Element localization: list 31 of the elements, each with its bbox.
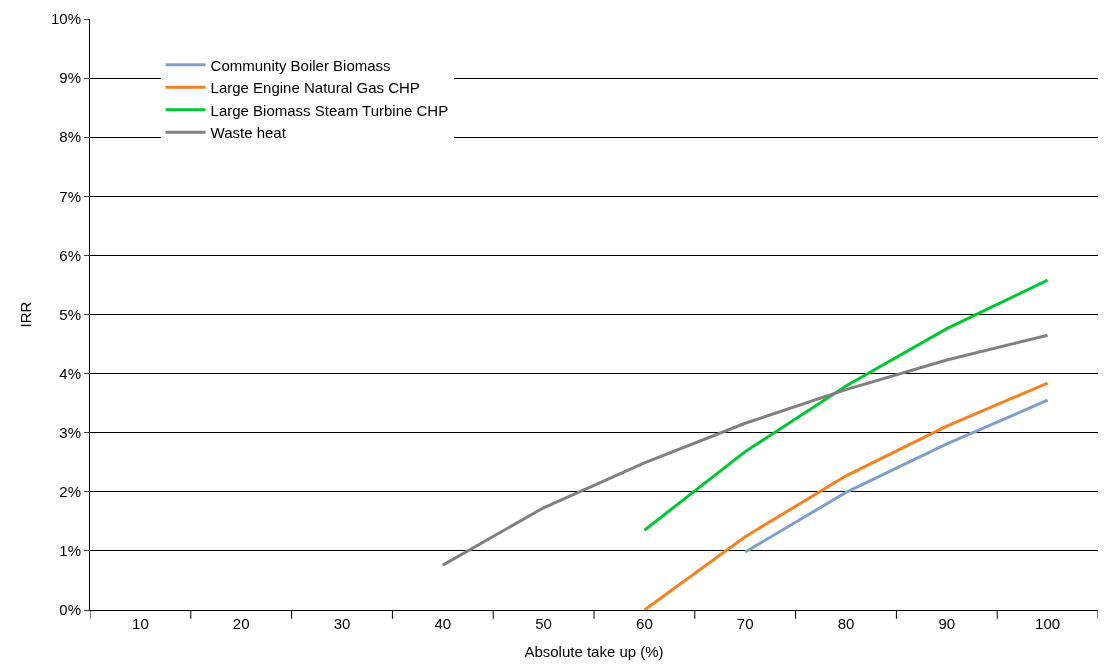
x-tick-label: 60 (636, 615, 653, 632)
y-tick-label: 1% (59, 542, 81, 560)
y-tick-label: 10% (50, 10, 81, 28)
y-tick-label: 4% (59, 364, 81, 382)
legend-label: Waste heat (210, 124, 287, 142)
x-tick-label: 90 (938, 615, 956, 632)
x-tick-label: 30 (333, 615, 351, 632)
y-axis-title: IRR (17, 301, 35, 328)
x-tick-label: 70 (736, 615, 754, 632)
x-tick-label: 80 (837, 615, 855, 632)
y-tick-label: 5% (59, 305, 81, 323)
line-series (441, 333, 1050, 567)
y-tick-label: 8% (59, 128, 81, 146)
line-series (642, 381, 1050, 610)
line-series (642, 278, 1050, 532)
x-axis-title: Absolute take up (%) (524, 643, 664, 660)
x-tick-label: 50 (535, 615, 552, 632)
y-tick-label: 3% (59, 423, 81, 441)
y-tick-label: 2% (59, 483, 81, 501)
x-tick-label: 100 (1035, 615, 1061, 632)
y-tick-label: 0% (59, 601, 81, 619)
legend-label: Large Biomass Steam Turbine CHP (210, 101, 449, 119)
y-tick-label: 9% (59, 69, 81, 87)
line-series (743, 398, 1050, 554)
x-tick-label: 40 (434, 615, 452, 632)
y-tick-label: 7% (59, 187, 81, 205)
x-tick-label: 10 (132, 615, 149, 632)
legend-label: Large Engine Natural Gas CHP (210, 79, 420, 97)
legend-label: Community Boiler Biomass (210, 56, 391, 74)
x-tick-label: 20 (232, 615, 250, 632)
y-tick-label: 6% (59, 246, 81, 264)
